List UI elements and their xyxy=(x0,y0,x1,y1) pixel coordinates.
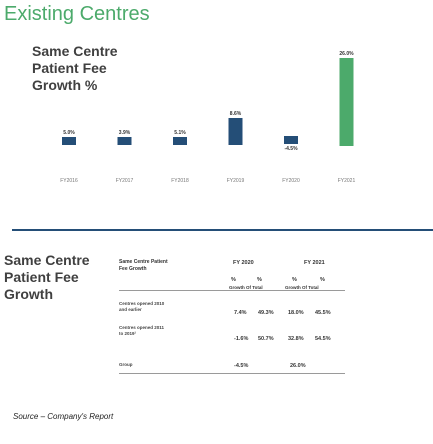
chart-heading-line: Patient Fee xyxy=(32,60,107,76)
table-cell: 45.5% xyxy=(315,310,331,316)
table-rule xyxy=(119,290,345,291)
table-cell: 7.4% xyxy=(234,310,247,316)
source-note: Source – Company's Report xyxy=(13,412,114,421)
bar-group: 5.0% FY2016 3.9% FY2017 5.1% FY2018 8.6% FY2019… xyxy=(60,51,355,184)
sub-header: Growth Of Total xyxy=(229,285,263,290)
data-label: 5.1% xyxy=(174,130,186,136)
bar-fy2021 xyxy=(339,58,354,146)
row-label-line: and earlier xyxy=(119,307,142,312)
table-heading-line: Growth xyxy=(4,286,53,302)
table-col-header: Same Centre Patient xyxy=(119,259,168,265)
year-header-fy2020: FY 2020 xyxy=(233,260,254,266)
sub-header: Growth Of Total xyxy=(285,285,319,290)
bar-fy2017 xyxy=(117,137,132,145)
table-heading-line: Same Centre xyxy=(4,252,90,268)
data-label: 5.0% xyxy=(63,130,75,136)
row-label: Centres opened 2010 and earlier xyxy=(119,301,164,313)
x-tick-label: FY2021 xyxy=(338,178,356,184)
bar-fy2020 xyxy=(284,136,298,144)
table-heading-line: Patient Fee xyxy=(4,269,79,285)
x-tick-label: FY2019 xyxy=(227,178,245,184)
data-label: 26.0% xyxy=(339,51,354,57)
row-label: Group xyxy=(119,362,133,368)
year-header-fy2021: FY 2021 xyxy=(304,260,325,266)
bar-chart: 5.0% FY2016 3.9% FY2017 5.1% FY2018 8.6% FY2019… xyxy=(60,51,355,184)
row-label-line: Centres opened 2011 xyxy=(119,325,165,330)
bar-fy2019 xyxy=(228,118,243,145)
bar-fy2018 xyxy=(173,137,187,145)
chart-heading: Same Centre Patient Fee Growth % xyxy=(32,43,118,94)
chart-heading-line: Growth % xyxy=(32,77,98,93)
x-tick-label: FY2018 xyxy=(171,178,189,184)
section-divider xyxy=(12,229,433,231)
table-heading: Same Centre Patient Fee Growth xyxy=(4,252,90,303)
x-tick-label: FY2020 xyxy=(282,178,300,184)
chart-heading-line: Same Centre xyxy=(32,43,118,59)
table-cell: -4.5% xyxy=(234,363,249,369)
data-label: 3.9% xyxy=(119,130,131,136)
row-label-line: Group xyxy=(119,362,133,367)
table-rule xyxy=(119,373,345,374)
table-cell: 49.3% xyxy=(258,310,274,316)
table-cell: -1.6% xyxy=(234,336,249,342)
pct-mark: % xyxy=(231,277,236,283)
table-col-header: Fee Growth xyxy=(119,266,147,272)
row-label-line: Centres opened 2010 xyxy=(119,301,165,306)
table-cell: 32.8% xyxy=(288,336,304,342)
data-label: 8.6% xyxy=(230,111,242,117)
table-cell: 26.0% xyxy=(290,363,306,369)
table-cell: 54.5% xyxy=(315,336,331,342)
table-cell: 50.7% xyxy=(258,336,274,342)
table-cell: 18.0% xyxy=(288,310,304,316)
x-tick-label: FY2016 xyxy=(60,178,78,184)
pct-mark: % xyxy=(292,277,297,283)
pct-mark: % xyxy=(320,277,325,283)
bar-fy2016 xyxy=(62,137,76,145)
page-title: Existing Centres xyxy=(4,3,150,25)
data-label: -4.5% xyxy=(284,146,298,152)
row-label: Centres opened 2011 to 2019¹ xyxy=(119,325,164,337)
row-label-line: to 2019¹ xyxy=(119,331,137,336)
pct-mark: % xyxy=(257,277,262,283)
x-tick-label: FY2017 xyxy=(116,178,134,184)
